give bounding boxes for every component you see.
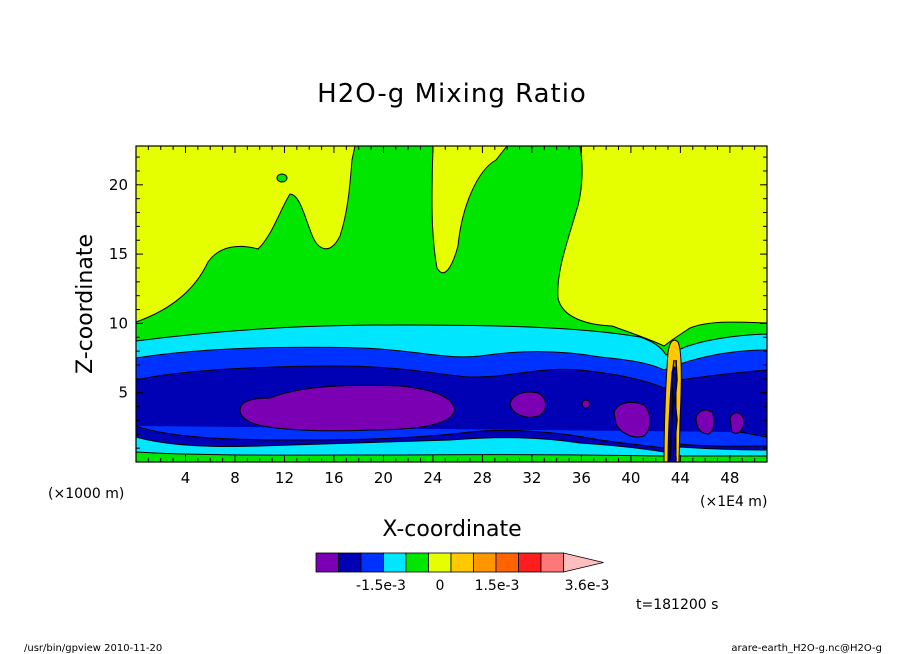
y-tick-label: 5	[118, 384, 128, 402]
chart-title: H2O-g Mixing Ratio	[317, 79, 587, 109]
x-tick-label: 44	[671, 469, 690, 487]
colorbar-tick-label: -1.5e-3	[356, 578, 406, 594]
colorbar-arrow	[563, 552, 604, 573]
x-tick-label: 8	[230, 469, 240, 487]
colorbar-swatch	[450, 552, 474, 573]
x-tick-label: 4	[181, 469, 191, 487]
x-tick-label: 20	[374, 469, 393, 487]
plot-frame	[135, 145, 768, 463]
contour-purple-c	[581, 399, 591, 409]
x-tick-label: 28	[473, 469, 492, 487]
colorbar-swatch	[315, 552, 339, 573]
y-tick-label: 10	[109, 314, 128, 332]
contour-purple-b	[613, 401, 651, 438]
contour-field	[136, 146, 767, 462]
contour-green-bottom	[136, 451, 767, 462]
x-unit-label: (×1E4 m)	[700, 494, 767, 510]
colorbar-swatch	[360, 552, 384, 573]
x-tick-label: 12	[275, 469, 294, 487]
colorbar-tick-label: 0	[436, 578, 445, 594]
x-tick-label: 48	[720, 469, 739, 487]
colorbar-swatch	[518, 552, 542, 573]
y-tick-label: 15	[109, 245, 128, 263]
x-tick-label: 32	[522, 469, 541, 487]
contour-purple-d	[695, 409, 715, 435]
colorbar-swatch	[405, 552, 429, 573]
x-tick-label: 24	[423, 469, 442, 487]
colorbar-swatch	[540, 552, 564, 573]
time-label: t=181200 s	[636, 597, 718, 613]
footer-left: /usr/bin/gpview 2010-11-20	[24, 643, 162, 654]
y-axis-label: Z-coordinate	[73, 234, 98, 374]
colorbar: -1.5e-3 0 1.5e-3 3.6e-3	[315, 552, 610, 594]
y-tick-label: 20	[109, 176, 128, 194]
colorbar-swatch	[338, 552, 362, 573]
colorbar-swatch	[428, 552, 452, 573]
colorbar-swatch	[473, 552, 497, 573]
x-tick-label: 40	[621, 469, 640, 487]
contour-plume-core	[669, 359, 678, 461]
contour-island	[276, 173, 288, 183]
footer-right: arare-earth_H2O-g.nc@H2O-g	[731, 643, 882, 654]
contour-purple-a	[509, 391, 546, 418]
x-tick-label: 36	[572, 469, 591, 487]
contour-purple-main	[239, 384, 455, 432]
x-tick-label: 16	[324, 469, 343, 487]
colorbar-swatch	[495, 552, 519, 573]
x-axis-label: X-coordinate	[382, 517, 521, 542]
colorbar-tick-label: 1.5e-3	[475, 578, 520, 594]
y-unit-label: (×1000 m)	[48, 486, 124, 502]
colorbar-tick-label: 3.6e-3	[565, 578, 610, 594]
colorbar-swatch	[383, 552, 407, 573]
contour-purple-e	[729, 412, 745, 434]
contour-blue-lower	[136, 425, 767, 449]
